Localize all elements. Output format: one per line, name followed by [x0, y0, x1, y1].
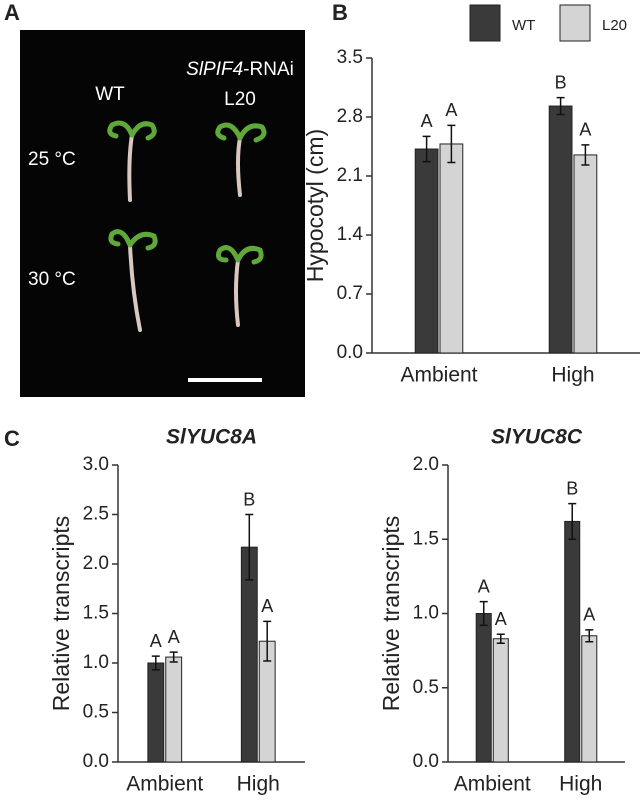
y-tick-label: 2.8 — [337, 106, 363, 127]
legend-swatch — [469, 4, 501, 42]
bar — [439, 143, 464, 354]
photo-label: SlPIF4-RNAi — [186, 59, 294, 80]
error-bar — [568, 502, 577, 540]
chart-title: SlYUC8C — [491, 426, 583, 449]
y-tick-label: 2.0 — [413, 454, 439, 475]
y-tick-label: 0.7 — [337, 283, 363, 304]
photo-label-part: SlPIF4 — [186, 59, 243, 80]
panel-label: C — [4, 426, 20, 451]
seedlings — [107, 120, 267, 332]
bar — [564, 520, 581, 763]
error-bar — [496, 633, 505, 644]
x-tick-label: Ambient — [454, 773, 531, 796]
panel-label: B — [332, 0, 348, 25]
error-bar — [556, 96, 565, 116]
bar — [414, 148, 439, 354]
bar — [475, 613, 492, 763]
y-tick-label: 1.0 — [83, 652, 109, 673]
y-tick-label: 0.0 — [413, 751, 439, 772]
bar — [573, 154, 598, 354]
error-bar — [169, 651, 178, 663]
significance-letter: A — [445, 100, 457, 120]
y-tick-label: 2.1 — [337, 165, 363, 186]
y-tick-label: 0.5 — [413, 677, 439, 698]
photo-label-part: -RNAi — [243, 59, 294, 80]
y-tick-label: 1.0 — [413, 603, 439, 624]
error-bar — [479, 600, 488, 627]
error-bar — [447, 124, 456, 164]
photo-label: 30 °C — [28, 269, 76, 290]
photo-label: 25 °C — [28, 149, 76, 170]
legend-label: WT — [512, 17, 535, 34]
y-tick-label: 1.4 — [337, 224, 364, 245]
bar — [147, 662, 165, 763]
legend-swatch — [559, 4, 591, 42]
legend-label: L20 — [602, 17, 627, 34]
significance-letter: A — [150, 631, 162, 651]
significance-letter: A — [579, 120, 591, 140]
y-tick-label: 0.0 — [83, 751, 109, 772]
y-tick-label: 2.0 — [83, 553, 109, 574]
significance-letter: B — [566, 478, 578, 498]
x-tick-label: High — [237, 773, 280, 796]
photo-label: L20 — [224, 89, 256, 110]
bar — [492, 638, 509, 763]
error-bar — [585, 629, 594, 643]
y-tick-label: 3.0 — [83, 454, 109, 475]
significance-letter: A — [168, 627, 180, 647]
photo: WT SlPIF4-RNAi L20 25 °C 30 °C — [20, 30, 305, 397]
significance-letter: A — [261, 596, 273, 616]
photo-label: WT — [95, 84, 125, 105]
error-bar — [151, 655, 160, 671]
significance-letter: A — [495, 609, 507, 629]
significance-letter: A — [478, 576, 490, 596]
y-tick-label: 1.5 — [413, 528, 439, 549]
y-tick-label: 1.5 — [83, 603, 109, 624]
y-tick-label: 0.0 — [337, 342, 363, 363]
error-bar — [263, 620, 272, 662]
significance-letter: A — [421, 111, 433, 131]
significance-letter: B — [555, 72, 567, 92]
bar — [581, 635, 598, 763]
y-axis-title: Hypocotyl (cm) — [302, 129, 328, 282]
x-tick-label: High — [559, 773, 602, 796]
significance-letter: A — [583, 605, 595, 625]
x-tick-label: Ambient — [126, 773, 203, 796]
bar — [165, 656, 183, 763]
error-bar — [581, 144, 590, 166]
error-bar — [422, 135, 431, 163]
y-tick-label: 2.5 — [83, 504, 109, 525]
y-axis-title: Relative transcripts — [48, 516, 74, 712]
bar — [548, 105, 573, 354]
significance-letter: B — [243, 489, 255, 509]
photo-background — [20, 30, 305, 397]
panel-label: A — [4, 0, 20, 25]
chart-title: SlYUC8A — [166, 426, 257, 449]
x-tick-label: Ambient — [400, 364, 477, 387]
x-tick-label: High — [551, 364, 594, 387]
y-tick-label: 3.5 — [337, 47, 363, 68]
y-tick-label: 0.5 — [83, 702, 109, 723]
error-bar — [245, 513, 254, 581]
y-axis-title: Relative transcripts — [378, 516, 404, 712]
